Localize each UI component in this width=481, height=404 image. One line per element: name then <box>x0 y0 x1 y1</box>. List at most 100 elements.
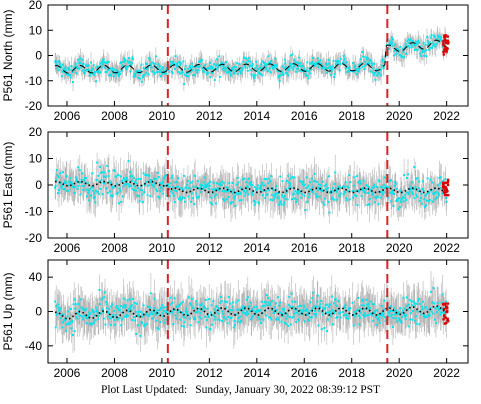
data-point <box>314 63 316 66</box>
data-point <box>358 323 361 326</box>
data-point <box>301 64 304 67</box>
data-point <box>306 61 309 64</box>
data-point <box>211 72 214 74</box>
data-point <box>399 200 402 203</box>
data-point <box>385 48 388 51</box>
data-point <box>391 41 394 44</box>
data-point <box>209 180 212 183</box>
data-point <box>352 62 355 64</box>
data-point <box>213 195 216 198</box>
data-point <box>429 307 432 310</box>
data-point <box>336 60 339 63</box>
data-point <box>62 321 64 324</box>
data-point <box>329 303 332 306</box>
data-point <box>288 187 291 189</box>
data-point <box>253 306 255 309</box>
data-point <box>280 320 283 323</box>
data-point <box>99 188 102 190</box>
data-point <box>138 315 141 318</box>
data-point <box>416 195 418 198</box>
data-point <box>249 182 251 185</box>
data-point <box>327 200 330 203</box>
data-point <box>309 72 312 75</box>
data-point <box>84 309 87 312</box>
data-point <box>318 304 321 307</box>
data-point <box>395 200 398 202</box>
data-point <box>54 300 57 303</box>
data-point <box>170 190 173 193</box>
data-point <box>154 182 157 185</box>
recent-point <box>442 187 445 190</box>
data-point <box>422 189 425 192</box>
data-point <box>144 311 147 314</box>
data-point <box>304 73 307 75</box>
data-point <box>410 43 413 46</box>
data-point <box>162 177 165 180</box>
data-point <box>230 202 232 205</box>
data-point <box>268 177 271 180</box>
data-point <box>100 298 103 301</box>
data-point <box>74 62 77 65</box>
data-point <box>349 307 352 310</box>
data-point <box>426 36 428 39</box>
data-point <box>170 60 173 63</box>
data-point <box>210 67 213 70</box>
data-point <box>439 38 442 41</box>
data-point <box>217 312 220 315</box>
data-point <box>386 196 389 199</box>
data-point <box>317 309 320 312</box>
data-point <box>114 323 117 326</box>
data-point <box>437 192 440 195</box>
data-point <box>91 67 94 70</box>
data-point <box>144 62 147 65</box>
data-point <box>150 179 153 182</box>
data-point <box>116 183 119 185</box>
data-point <box>58 62 61 65</box>
data-point <box>286 179 288 182</box>
data-point <box>126 299 129 302</box>
data-point <box>135 332 138 335</box>
data-point <box>372 185 375 188</box>
data-point <box>230 316 233 319</box>
data-point <box>161 180 164 183</box>
data-point <box>305 308 308 311</box>
data-point <box>249 60 252 63</box>
data-point <box>109 67 112 70</box>
data-point <box>128 57 131 59</box>
data-point <box>167 183 170 186</box>
data-point <box>140 322 143 325</box>
data-point <box>435 191 437 194</box>
data-point <box>417 41 420 44</box>
data-point <box>338 194 341 197</box>
data-point <box>283 67 286 70</box>
data-point <box>191 180 194 183</box>
data-point <box>243 56 246 59</box>
data-point <box>70 319 73 322</box>
data-point <box>409 188 412 191</box>
data-point <box>355 68 358 71</box>
data-point <box>227 296 230 299</box>
data-point <box>444 178 447 181</box>
recent-points <box>442 34 450 56</box>
data-point <box>121 65 124 68</box>
data-point <box>437 194 440 197</box>
data-point <box>244 191 247 194</box>
data-point <box>254 201 257 204</box>
data-point <box>242 60 245 63</box>
data-point <box>358 316 361 319</box>
data-point <box>250 191 253 194</box>
data-point <box>162 66 165 69</box>
data-point <box>227 71 230 73</box>
data-point <box>263 177 266 180</box>
data-point <box>407 193 410 195</box>
data-point <box>302 309 305 312</box>
data-point <box>67 73 70 76</box>
recent-point <box>446 319 449 322</box>
data-point <box>188 71 191 74</box>
data-point <box>110 305 113 308</box>
data-point <box>428 199 431 201</box>
data-point <box>255 60 258 63</box>
data-point <box>238 199 241 202</box>
data-point <box>388 312 390 315</box>
data-point <box>185 74 188 77</box>
